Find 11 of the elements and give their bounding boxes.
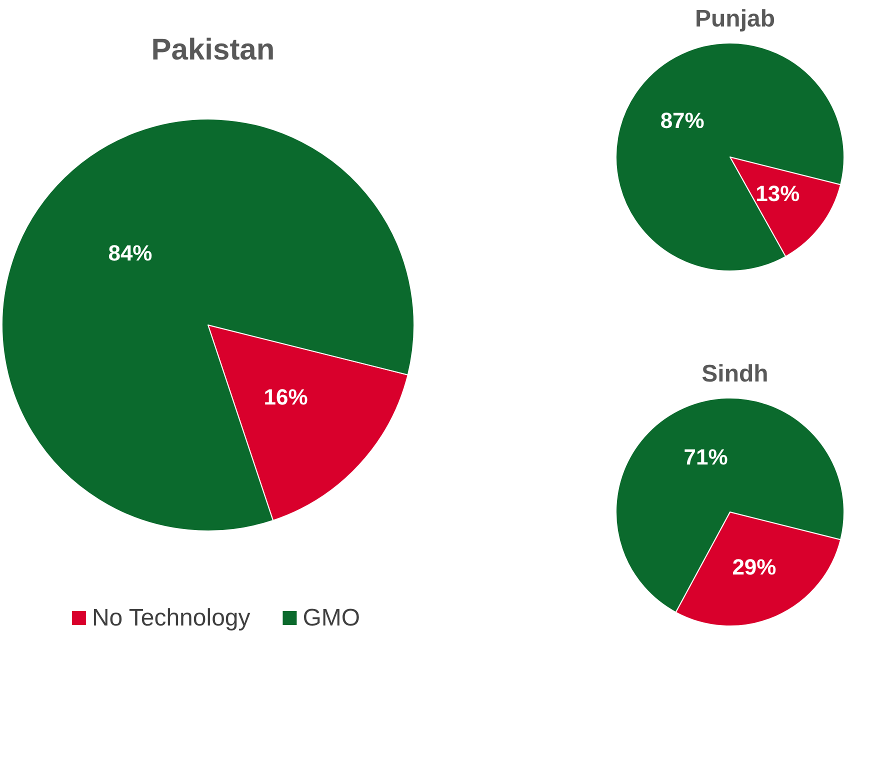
chart-title: Sindh	[702, 360, 768, 388]
chart-title: Pakistan	[151, 34, 275, 66]
data-label: 84%	[108, 240, 152, 266]
data-label: 29%	[732, 554, 776, 580]
chart-title: Punjab	[694, 6, 776, 32]
data-label: 87%	[660, 108, 704, 134]
legend-label: No Technology	[92, 604, 250, 632]
data-label: 71%	[684, 444, 728, 470]
data-label: 16%	[264, 384, 308, 410]
data-label: 13%	[756, 180, 800, 206]
legend-label: GMO	[302, 604, 360, 632]
